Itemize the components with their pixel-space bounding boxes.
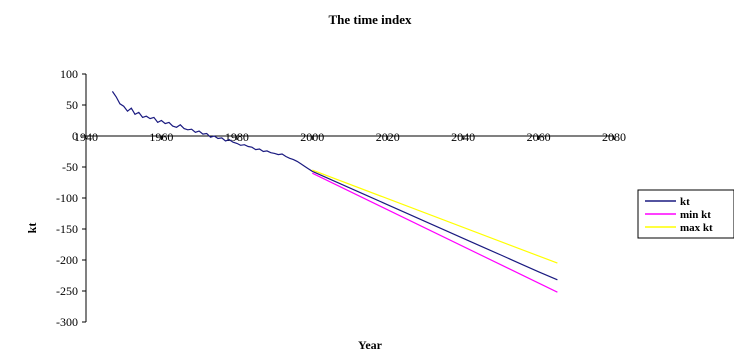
y-axis-label: kt (25, 223, 39, 234)
legend-label: max kt (680, 222, 713, 234)
x-tick-label: 2000 (300, 130, 324, 144)
chart-title: The time index (328, 12, 412, 27)
legend-label: kt (680, 196, 690, 208)
y-tick-label: -200 (56, 253, 78, 267)
y-tick-label: -150 (56, 222, 78, 236)
series-line-kt (111, 91, 558, 281)
y-tick-label: -300 (56, 315, 78, 329)
series-line-min-kt (312, 172, 558, 293)
x-tick-label: 1940 (74, 130, 98, 144)
x-tick-label: 2060 (527, 130, 551, 144)
x-axis-label: Year (358, 338, 383, 352)
x-tick-label: 1980 (225, 130, 249, 144)
y-tick-label: 100 (60, 67, 78, 81)
x-tick-label: 1960 (149, 130, 173, 144)
x-tick-label: 2020 (376, 130, 400, 144)
x-tick-label: 2040 (451, 130, 475, 144)
legend-label: min kt (680, 209, 711, 221)
y-tick-label: -100 (56, 191, 78, 205)
y-tick-label: -250 (56, 284, 78, 298)
y-tick-label: -50 (62, 160, 78, 174)
y-tick-label: 50 (66, 98, 78, 112)
x-tick-label: 2080 (602, 130, 626, 144)
y-tick-label: 0 (72, 129, 78, 143)
series-line-max-kt (312, 169, 558, 264)
